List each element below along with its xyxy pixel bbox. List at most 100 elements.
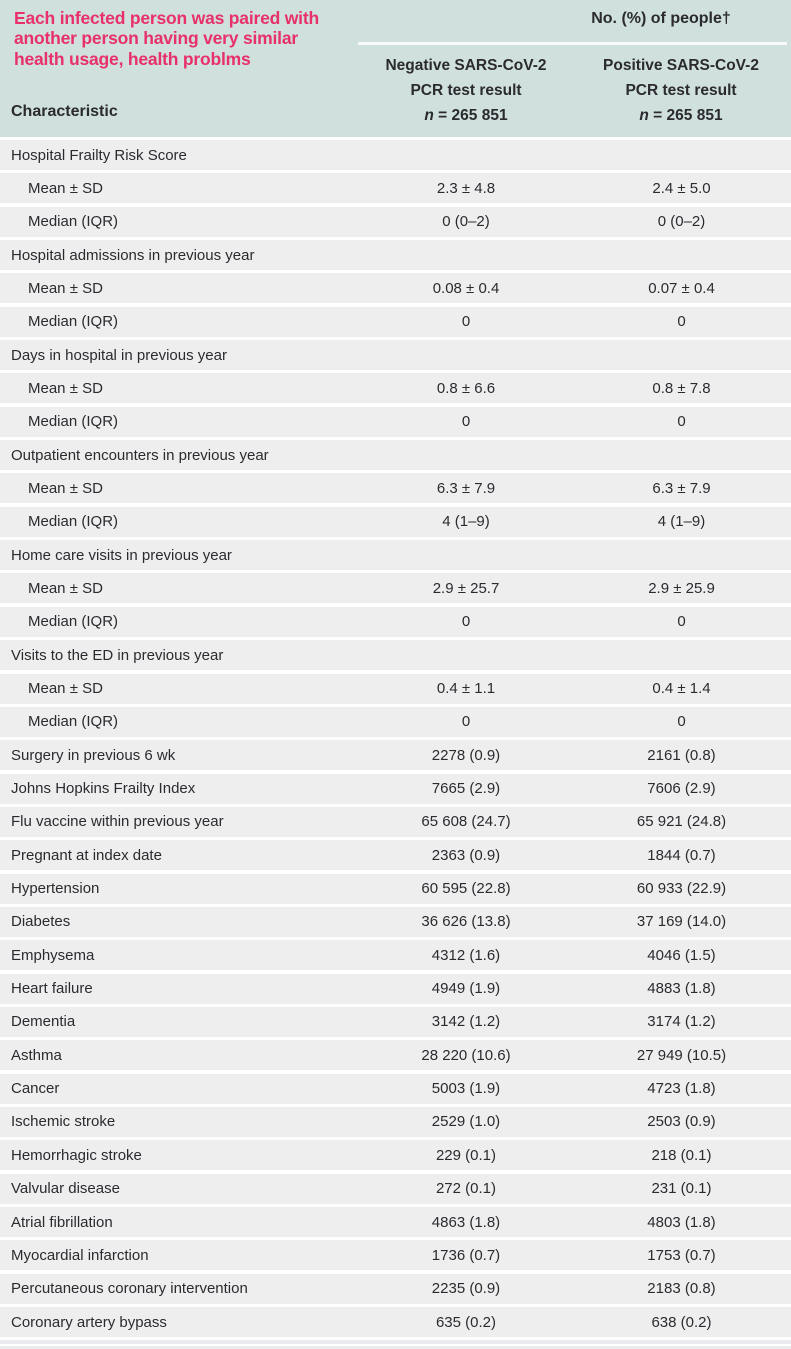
row-label: Median (IQR) — [28, 313, 119, 331]
row-label: Outpatient encounters in previous year — [11, 446, 269, 464]
characteristic-column-header: Characteristic — [11, 103, 118, 120]
row-label: Heart failure — [11, 980, 93, 998]
row-label: Surgery in previous 6 wk — [11, 746, 176, 764]
table-row: Pregnant at index date 2363 (0.9) 1844 (0.… — [0, 840, 791, 871]
table-row: Flu vaccine within previous year 65 608 (… — [0, 806, 791, 837]
table-row: Outpatient encounters in previous year — [0, 440, 791, 471]
row-label: Mean ± SD — [28, 179, 103, 197]
table-row: Mean ± SD 2.3 ± 4.8 2.4 ± 5.0 — [0, 173, 791, 204]
positive-value: 4046 (1.5) — [647, 946, 716, 964]
table-row: Myocardial infarction 1736 (0.7) 1753 (0.7… — [0, 1240, 791, 1271]
positive-value: 2.4 ± 5.0 — [652, 179, 711, 197]
row-label: Pregnant at index date — [11, 846, 162, 864]
table-row: Hospital admissions in previous year — [0, 240, 791, 271]
positive-value: 4883 (1.8) — [647, 980, 716, 998]
negative-value: 36 626 (13.8) — [421, 913, 511, 931]
negative-value: 0.8 ± 6.6 — [436, 379, 496, 397]
table-row: Diabetes 36 626 (13.8) 37 169 (14.0) — [0, 906, 791, 937]
table-row: Dementia 3142 (1.2) 3174 (1.2) — [0, 1006, 791, 1037]
table-row: Cancer 5003 (1.9) 4723 (1.8) — [0, 1073, 791, 1104]
row-label: Johns Hopkins Frailty Index — [11, 780, 196, 798]
table-row: Johns Hopkins Frailty Index 7665 (2.9) 760… — [0, 773, 791, 804]
row-label: Cancer — [11, 1080, 60, 1098]
positive-value: 2.9 ± 25.9 — [648, 579, 715, 597]
row-label: Visits to the ED in previous year — [11, 646, 224, 664]
negative-value: 4949 (1.9) — [431, 980, 501, 998]
row-label: Mean ± SD — [28, 279, 103, 297]
positive-value: 0.4 ± 1.4 — [652, 680, 711, 697]
positive-value: 0 — [677, 613, 686, 631]
negative-value: 2278 (0.9) — [431, 746, 501, 764]
negative-value: 0.08 ± 0.4 — [432, 279, 500, 297]
column-header-negative: Negative SARS-CoV-2 PCR test result n = … — [360, 53, 572, 128]
row-label: Mean ± SD — [28, 579, 103, 597]
table-row: Heart failure 4949 (1.9) 4883 (1.8) — [0, 973, 791, 1004]
row-label: Hypertension — [11, 880, 100, 898]
positive-value: 0 (0–2) — [657, 213, 706, 231]
annotation-line: health usage, health problms — [14, 48, 251, 69]
negative-value: 60 595 (22.8) — [421, 880, 511, 898]
table-body: Hospital Frailty Risk Score Mean ± SD 2.3 … — [0, 140, 791, 1340]
table-row: Atrial fibrillation 4863 (1.8) 4803 (1.8) — [0, 1207, 791, 1237]
positive-value: 2503 (0.9) — [647, 1113, 716, 1131]
n-value: = 265 851 — [433, 107, 508, 124]
column-group-header: No. (%) of people† — [591, 10, 731, 27]
table-row: Home care visits in previous year — [0, 540, 791, 571]
table-row: Coronary artery bypass 635 (0.2) 638 (0.2) — [0, 1307, 791, 1338]
table-row: Median (IQR) 0 0 — [0, 406, 791, 437]
row-label: Valvular disease — [11, 1180, 120, 1198]
table-row: Median (IQR) 0 (0–2) 0 (0–2) — [0, 206, 791, 237]
table-row: Mean ± SD 6.3 ± 7.9 6.3 ± 7.9 — [0, 473, 791, 504]
negative-value: 2.3 ± 4.8 — [436, 179, 496, 197]
positive-value: 1844 (0.7) — [647, 846, 716, 864]
table-row: Asthma 28 220 (10.6) 27 949 (10.5) — [0, 1040, 791, 1071]
n-value: = 265 851 — [648, 107, 723, 124]
partial-row — [0, 1340, 791, 1344]
row-label: Dementia — [11, 1013, 76, 1031]
positive-value: 0 — [677, 413, 686, 431]
table-row: Percutaneous coronary intervention 2235 (… — [0, 1273, 791, 1304]
positive-value: 4 (1–9) — [657, 513, 706, 531]
table-row: Mean ± SD 2.9 ± 25.7 2.9 ± 25.9 — [0, 573, 791, 604]
positive-value: 4723 (1.8) — [647, 1080, 716, 1098]
positive-value: 37 169 (14.0) — [636, 913, 727, 931]
positive-value: 0 — [677, 313, 686, 331]
table-row: Hypertension 60 595 (22.8) 60 933 (22.9) — [0, 873, 791, 904]
column-header-line: Negative SARS-CoV-2 — [385, 57, 547, 74]
negative-value: 2363 (0.9) — [431, 846, 501, 864]
negative-value: 4 (1–9) — [442, 513, 490, 531]
negative-value: 635 (0.2) — [435, 1313, 497, 1331]
negative-value: 229 (0.1) — [435, 1146, 497, 1164]
row-label: Median (IQR) — [28, 513, 119, 531]
row-label: Hemorrhagic stroke — [11, 1146, 142, 1164]
negative-value: 0 — [461, 413, 471, 431]
row-label: Atrial fibrillation — [11, 1213, 113, 1231]
positive-value: 2183 (0.8) — [647, 1280, 716, 1298]
table-row: Surgery in previous 6 wk 2278 (0.9) 2161 (… — [0, 740, 791, 771]
row-label: Median (IQR) — [28, 413, 119, 431]
negative-value: 3142 (1.2) — [431, 1013, 501, 1031]
negative-value: 272 (0.1) — [435, 1180, 497, 1198]
negative-value: 2.9 ± 25.7 — [432, 579, 500, 597]
table-row: Median (IQR) 0 0 — [0, 306, 791, 337]
table-row: Valvular disease 272 (0.1) 231 (0.1) — [0, 1173, 791, 1204]
table-row: Ischemic stroke 2529 (1.0) 2503 (0.9) — [0, 1106, 791, 1137]
positive-value: 4803 (1.8) — [647, 1213, 716, 1231]
table-row: Days in hospital in previous year — [0, 340, 791, 371]
row-label: Mean ± SD — [28, 379, 103, 397]
column-header-positive: Positive SARS-CoV-2 PCR test result n = … — [575, 53, 787, 128]
row-label: Home care visits in previous year — [11, 546, 232, 564]
positive-value: 2161 (0.8) — [647, 746, 716, 764]
negative-value: 0 (0–2) — [442, 213, 490, 231]
table-row: Median (IQR) 0 0 — [0, 706, 791, 737]
positive-value: 1753 (0.7) — [647, 1246, 716, 1264]
negative-value: 7665 (2.9) — [431, 780, 501, 798]
positive-value: 7606 (2.9) — [647, 780, 716, 798]
negative-value: 0 — [461, 713, 471, 731]
annotation-line: Each infected person was paired with — [14, 8, 319, 28]
column-header-line: PCR test result — [625, 82, 737, 99]
negative-value: 1736 (0.7) — [431, 1246, 501, 1264]
row-label: Median (IQR) — [28, 613, 119, 631]
annotation-text: Each infected person was paired with ano… — [14, 8, 374, 69]
row-label: Coronary artery bypass — [11, 1313, 167, 1331]
